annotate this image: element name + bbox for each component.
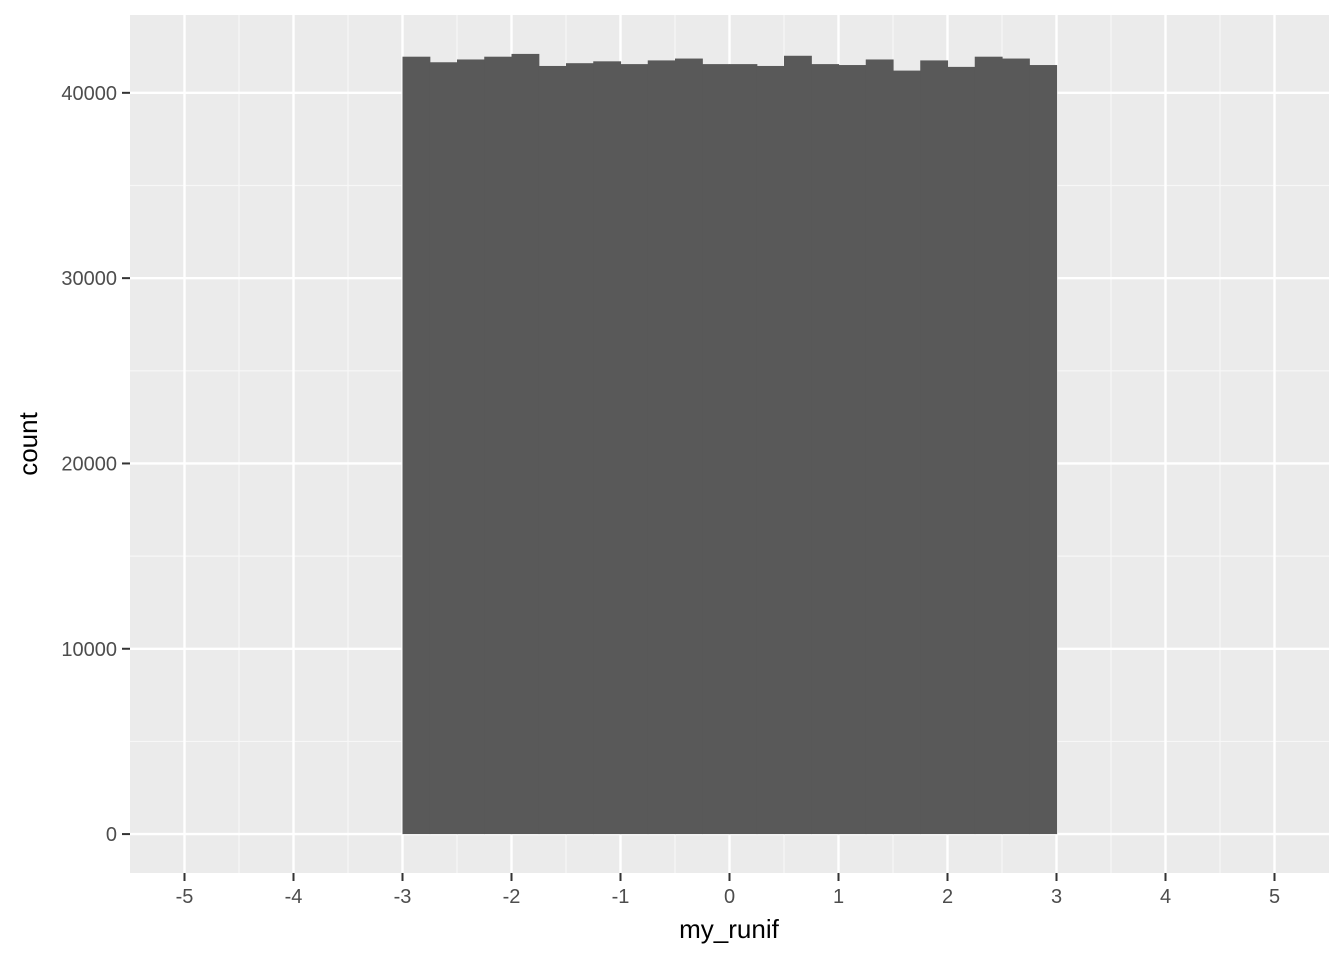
histogram-bar: [538, 65, 567, 835]
x-tick-label: 4: [1160, 886, 1171, 908]
histogram-bar: [920, 60, 949, 835]
histogram-bar: [702, 64, 731, 835]
x-tick-label: 5: [1269, 886, 1280, 908]
histogram-bar: [974, 56, 1003, 835]
x-tick-label: -1: [612, 886, 630, 908]
histogram-bar: [457, 59, 485, 835]
histogram-bar: [593, 61, 622, 835]
x-tick-label: 1: [833, 886, 844, 908]
histogram-bar: [729, 64, 758, 835]
histogram-bar: [402, 56, 431, 835]
x-axis: -5 -4 -3 -2 -1 0 1 2 3 4 5: [176, 873, 1280, 908]
histogram-bar: [811, 64, 840, 835]
x-tick-label: -3: [394, 886, 412, 908]
y-tick-label: 10000: [61, 639, 117, 661]
y-tick-label: 30000: [61, 268, 117, 290]
x-tick-label: -5: [176, 886, 194, 908]
histogram-bar: [620, 64, 649, 835]
x-tick-label: 0: [724, 886, 735, 908]
y-axis-title: count: [13, 411, 43, 475]
histogram-bar: [511, 53, 540, 835]
y-tick-label: 20000: [61, 453, 117, 475]
histogram-bar: [784, 55, 812, 835]
histogram-bar: [675, 58, 703, 835]
histogram-bar: [566, 63, 594, 835]
x-tick-label: 3: [1051, 886, 1062, 908]
histogram-bar: [838, 65, 867, 835]
y-tick-label: 0: [106, 824, 117, 846]
histogram-bar: [1002, 58, 1030, 835]
histogram-bar: [1029, 65, 1058, 835]
histogram-bars: [402, 53, 1058, 835]
x-tick-label: -4: [285, 886, 303, 908]
histogram-bar: [947, 66, 976, 835]
histogram-bar: [865, 59, 894, 835]
histogram-bar: [647, 60, 676, 835]
x-tick-label: -2: [503, 886, 521, 908]
histogram-bar: [429, 62, 458, 835]
y-tick-label: 40000: [61, 83, 117, 105]
histogram-bar: [893, 70, 921, 835]
histogram-bar: [756, 65, 785, 835]
x-tick-label: 2: [942, 886, 953, 908]
histogram-bar: [484, 56, 513, 835]
x-axis-title: my_runif: [679, 914, 779, 944]
y-axis: 0 10000 20000 30000 40000: [61, 83, 130, 846]
